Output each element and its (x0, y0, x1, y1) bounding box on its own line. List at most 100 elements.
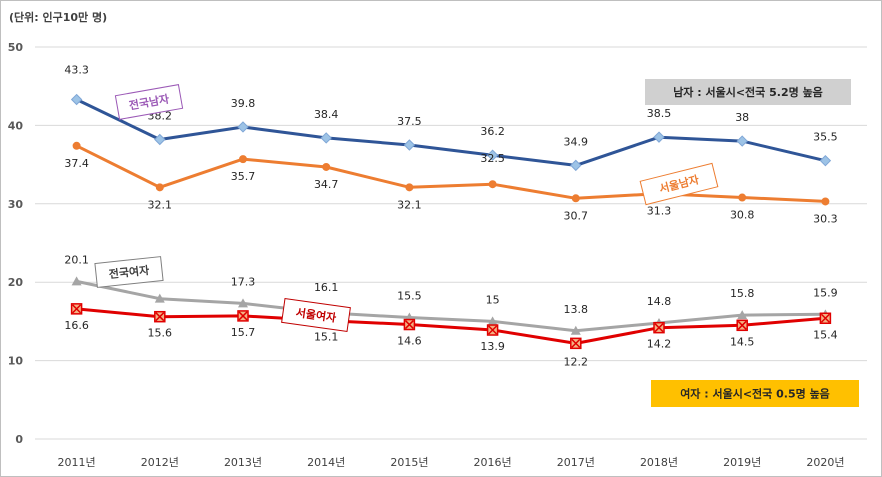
data-label: 32.1 (148, 198, 173, 211)
data-point-cross (404, 320, 414, 330)
data-point (737, 310, 748, 320)
x-tick-label: 2018년 (640, 456, 678, 469)
x-tick-label: 2012년 (141, 456, 179, 469)
data-label: 15.7 (231, 326, 256, 339)
y-tick-label: 30 (8, 198, 24, 211)
data-label: 35.7 (231, 170, 256, 183)
data-label: 43.3 (64, 64, 89, 77)
data-label: 13.9 (480, 340, 505, 353)
data-point (738, 193, 747, 202)
data-point (821, 197, 830, 206)
data-point (571, 194, 580, 203)
data-label: 31.3 (647, 205, 672, 218)
data-point-cross (72, 304, 82, 314)
data-point-cross (654, 323, 664, 333)
unit-label: (단위: 인구10만 명) (9, 11, 108, 24)
data-point (403, 139, 416, 151)
data-point (239, 155, 247, 164)
callout-box (114, 84, 184, 120)
annotation-text: 남자 : 서울시<전국 5.2명 높음 (673, 85, 823, 99)
data-label: 15.4 (813, 328, 838, 341)
data-label: 20.1 (64, 253, 89, 266)
data-point (488, 180, 497, 189)
data-label: 14.8 (647, 295, 672, 308)
data-label: 30.8 (730, 209, 755, 222)
data-point (736, 135, 748, 147)
data-label: 15 (486, 293, 500, 306)
y-tick-label: 40 (8, 119, 24, 132)
data-label: 16.6 (64, 319, 89, 332)
y-tick-label: 50 (8, 41, 24, 54)
callout-box (94, 256, 164, 288)
data-point (155, 183, 164, 192)
data-point (570, 159, 582, 172)
data-point (320, 132, 332, 144)
series-name-callout: 서울여자 (281, 297, 351, 333)
legend-label: 서울여자 (295, 305, 338, 325)
x-tick-label: 2014년 (307, 456, 345, 469)
x-tick-label: 2017년 (557, 456, 595, 469)
data-point-cross (737, 320, 747, 330)
data-label: 34.7 (314, 178, 339, 191)
data-label: 32.5 (480, 152, 505, 165)
data-label: 15.6 (148, 327, 173, 340)
annotation-box (651, 380, 859, 407)
data-point (71, 276, 82, 286)
data-label: 39.8 (231, 97, 256, 110)
data-label: 32.1 (397, 198, 422, 211)
data-point (237, 121, 249, 133)
legend-label: 전국여자 (108, 263, 151, 281)
data-point-cross (238, 311, 248, 321)
data-label: 15.1 (314, 331, 339, 344)
x-tick-label: 2020년 (806, 456, 844, 469)
data-point (487, 316, 498, 326)
data-label: 30.3 (813, 212, 838, 225)
data-point (405, 183, 414, 192)
y-tick-label: 10 (8, 355, 24, 368)
series-name-callout: 전국남자 (114, 84, 184, 120)
x-tick-label: 2016년 (474, 456, 512, 469)
x-tick-label: 2019년 (723, 456, 761, 469)
data-label: 34.9 (564, 135, 589, 148)
x-tick-label: 2013년 (224, 456, 262, 469)
data-point (570, 325, 581, 335)
x-tick-label: 2015년 (390, 456, 428, 469)
data-point-cross (820, 313, 830, 323)
data-label: 17.3 (231, 275, 256, 288)
data-point (154, 293, 165, 303)
data-point (322, 162, 331, 171)
annotation-text: 여자 : 서울시<전국 0.5명 높음 (680, 387, 830, 401)
series-line (75, 144, 826, 203)
data-label: 38 (735, 111, 749, 124)
data-label: 38.4 (314, 108, 339, 121)
data-label: 15.8 (730, 287, 755, 300)
series-line (75, 98, 826, 167)
x-tick-label: 2011년 (58, 456, 96, 469)
data-label: 12.2 (564, 355, 589, 368)
data-label: 35.5 (813, 131, 838, 144)
series-name-callout: 전국여자 (94, 256, 164, 288)
series-line (76, 279, 826, 333)
data-label: 14.2 (647, 338, 672, 351)
y-tick-label: 0 (15, 433, 23, 446)
data-point (819, 154, 832, 167)
callout-box (281, 297, 351, 333)
data-label: 15.9 (813, 286, 838, 299)
data-point-cross (155, 312, 165, 322)
data-point (653, 131, 665, 143)
data-label: 38.5 (647, 107, 672, 120)
callout-box (639, 162, 719, 206)
data-label: 14.6 (397, 335, 422, 348)
data-label: 30.7 (564, 209, 589, 222)
series-line (76, 307, 826, 345)
data-point-cross (571, 338, 581, 348)
y-tick-label: 20 (8, 276, 24, 289)
data-label: 36.2 (480, 125, 505, 138)
data-point (238, 298, 248, 308)
data-label: 37.4 (64, 157, 89, 170)
series-name-callout: 서울남자 (639, 162, 719, 206)
data-point (154, 133, 166, 146)
data-label: 14.5 (730, 335, 755, 348)
